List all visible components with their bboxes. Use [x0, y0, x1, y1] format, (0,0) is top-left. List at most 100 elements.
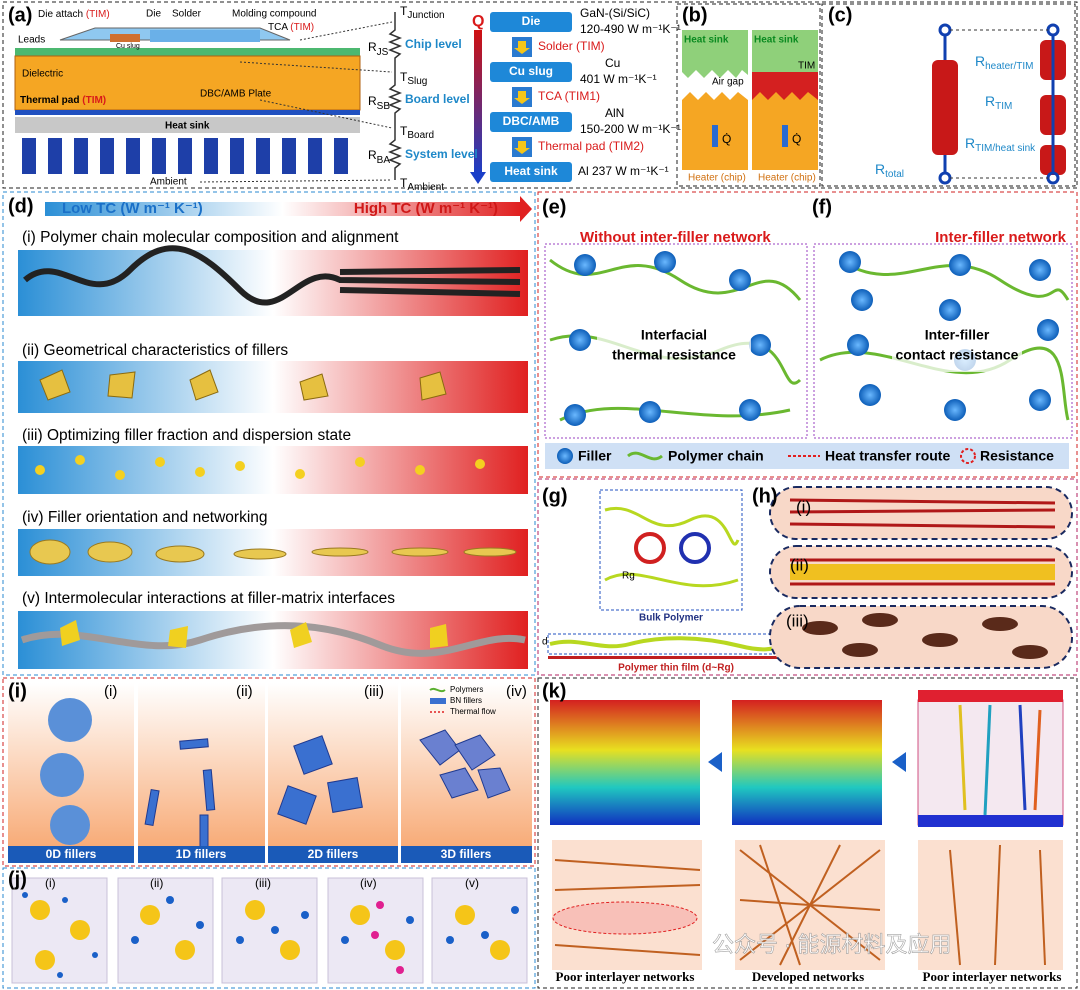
row-title: (i) Polymer chain molecular composition …	[22, 229, 399, 246]
resistance: RJS	[368, 40, 389, 57]
label: Thermal pad (TIM)	[20, 95, 106, 106]
scale-label: High TC (W m⁻¹ K⁻¹)	[354, 200, 498, 217]
legend-entry: BN fillers	[450, 696, 482, 705]
sub-label: (iii)	[364, 683, 384, 700]
resistance: RTIM/heat sink	[965, 135, 1036, 154]
panel-label: (j)	[8, 868, 27, 890]
network-cube-drawing	[550, 690, 1064, 970]
resistance: Rtotal	[875, 161, 904, 180]
material: Al 237 W m⁻¹K⁻¹	[578, 164, 669, 178]
box-text: thermal resistance	[612, 347, 736, 363]
label: Q̇	[722, 132, 731, 146]
label: Air gap	[712, 77, 744, 88]
sub-label: (ii)	[150, 876, 163, 890]
tc: 401 W m⁻¹K⁻¹	[580, 72, 657, 86]
panel-label: (g)	[542, 485, 568, 507]
label: Rg	[622, 571, 635, 582]
sub-label: (v)	[465, 876, 479, 890]
label: Heater (chip)	[688, 173, 746, 184]
scale-label: Low TC (W m⁻¹ K⁻¹)	[62, 200, 203, 217]
sub-label: (i)	[45, 876, 56, 890]
interface: TCA (TIM1)	[538, 89, 600, 103]
temperature: TBoard	[400, 124, 434, 140]
panel-label: (e)	[542, 196, 566, 218]
box-text: Interfacial	[641, 327, 707, 343]
label: Heat sink	[684, 35, 729, 46]
label: Polymer thin film (d~Rg)	[618, 663, 734, 674]
box-text: Inter-filler	[925, 327, 990, 343]
layer: Die	[522, 14, 541, 28]
panel-label: (f)	[812, 196, 832, 218]
row-title: (v) Intermolecular interactions at fille…	[22, 590, 395, 607]
label: Heat sink	[165, 121, 210, 132]
temperature: TJunction	[400, 4, 445, 20]
title: Inter-filler network	[935, 229, 1067, 246]
interface-drawing	[682, 30, 818, 170]
network-drawing	[544, 243, 1073, 469]
legend-entry: Heat transfer route	[825, 448, 950, 464]
layer: DBC/AMB	[503, 114, 560, 128]
tc: 120-490 W m⁻¹K⁻¹	[580, 22, 681, 36]
panel-label: (c)	[828, 4, 852, 26]
legend-entry: Polymer chain	[668, 448, 764, 464]
label: Heat sink	[754, 35, 799, 46]
caption: 0D fillers	[46, 847, 97, 861]
temperature: TAmbient	[400, 176, 444, 192]
cube-drawing	[11, 877, 528, 984]
caption: 1D fillers	[176, 847, 227, 861]
level: Chip level	[405, 37, 462, 51]
sub-label: (i)	[796, 497, 811, 516]
label: Heater (chip)	[758, 173, 816, 184]
panel-label: (k)	[542, 680, 566, 702]
material: GaN-(Si/SiC)	[580, 6, 650, 20]
label: Bulk Polymer	[639, 613, 703, 624]
coil-drawing	[932, 23, 1066, 185]
label: Ambient	[150, 177, 187, 188]
thin-film-drawing	[547, 486, 1073, 669]
filler-dimension-drawing	[8, 683, 532, 863]
row-title: (iv) Filler orientation and networking	[22, 509, 268, 526]
label: Molding compound	[232, 9, 317, 20]
label: Solder	[172, 9, 202, 20]
caption: Developed networks	[752, 969, 864, 984]
q-label: Q	[472, 13, 484, 30]
resistance: RBA	[368, 148, 390, 165]
label: TCA (TIM)	[268, 22, 314, 33]
legend-entry: Thermal flow	[450, 707, 496, 716]
label: Q̇	[792, 132, 801, 146]
label: DBC/AMB Plate	[200, 89, 272, 100]
layer: Heat sink	[504, 164, 558, 178]
sub-label: (iv)	[506, 683, 527, 700]
label: Leads	[18, 35, 45, 46]
material: Cu	[605, 56, 620, 70]
level: System level	[405, 147, 478, 161]
tc: 150-200 W m⁻¹K⁻¹	[580, 122, 681, 136]
panel-label: (a)	[8, 4, 32, 26]
label: Die	[146, 9, 161, 20]
sub-label: (ii)	[236, 683, 253, 700]
interface: Solder (TIM)	[538, 39, 605, 53]
level: Board level	[405, 92, 470, 106]
resistance: Rheater/TIM	[975, 53, 1033, 72]
label: TIM	[798, 61, 815, 72]
box-text: contact resistance	[896, 347, 1019, 363]
caption: 2D fillers	[308, 847, 359, 861]
sub-label: (ii)	[790, 555, 809, 574]
panel-label: (b)	[682, 4, 708, 26]
legend-entry: Polymers	[450, 685, 483, 694]
layer: Cu slug	[509, 64, 553, 78]
legend-entry: Resistance	[980, 448, 1054, 464]
caption: 3D fillers	[441, 847, 492, 861]
row-title: (iii) Optimizing filler fraction and dis…	[22, 427, 351, 444]
row-title: (ii) Geometrical characteristics of fill…	[22, 342, 288, 359]
label: Die attach (TIM)	[38, 9, 110, 20]
sub-label: (iv)	[360, 876, 377, 890]
label: d	[542, 637, 548, 648]
temperature: TSlug	[400, 70, 427, 86]
caption: Poor interlayer networks	[923, 969, 1062, 984]
tc-rows	[18, 196, 532, 669]
resistance: RSB	[368, 94, 390, 111]
panel-label: (i)	[8, 680, 27, 702]
